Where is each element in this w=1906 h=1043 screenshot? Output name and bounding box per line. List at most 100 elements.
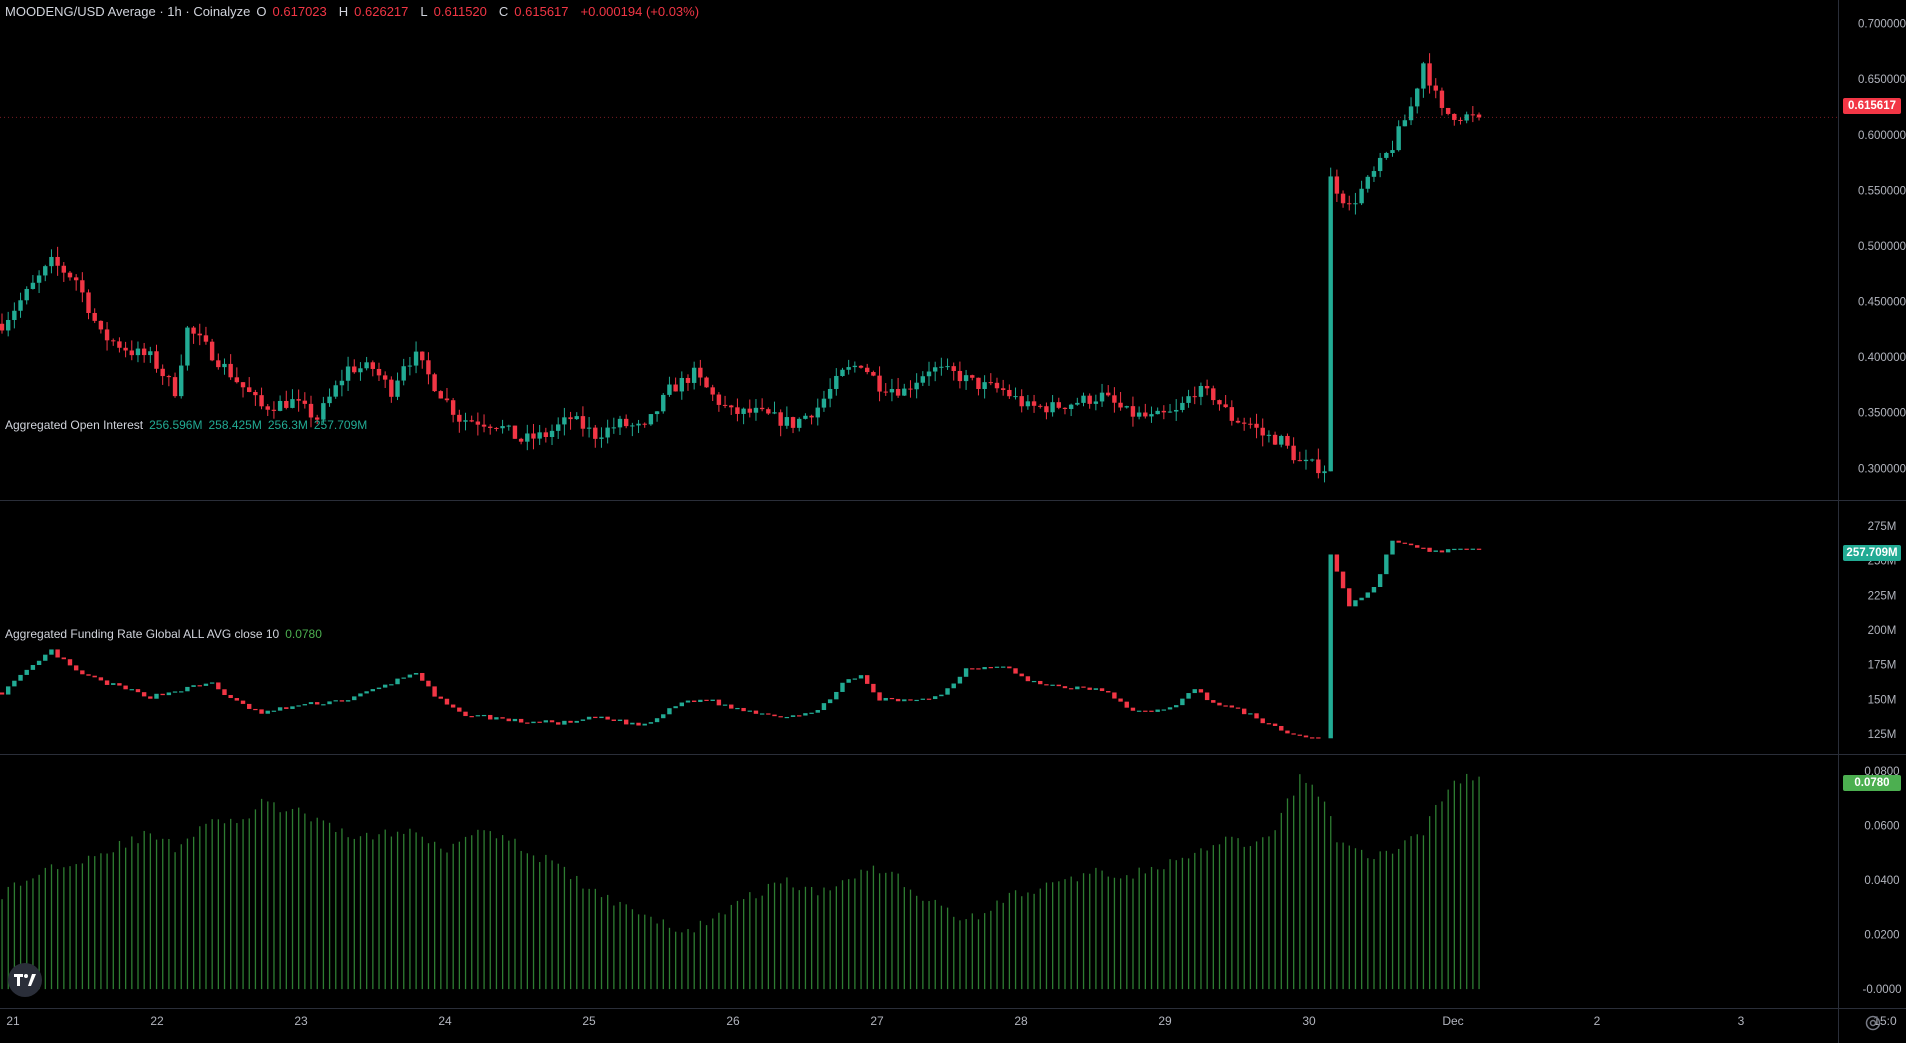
funding-bar — [631, 909, 634, 990]
funding-bar — [637, 914, 640, 990]
price-candle — [420, 351, 425, 361]
price-candle — [36, 275, 42, 283]
funding-bar — [582, 888, 584, 990]
oi-candle — [302, 704, 308, 706]
price-candle — [846, 367, 851, 370]
funding-bar — [118, 840, 121, 990]
oi-candle — [104, 680, 110, 685]
oi-candle — [747, 710, 752, 712]
oi-candle — [129, 689, 134, 691]
oi-candle — [5, 686, 11, 695]
price-candle — [172, 377, 178, 397]
funding-bar — [1138, 867, 1140, 990]
funding-bar — [199, 826, 201, 990]
oi-candle — [932, 696, 938, 700]
oi-candle — [67, 659, 73, 666]
tradingview-logo-icon[interactable] — [8, 963, 42, 997]
price-candle — [123, 347, 128, 351]
price-candle — [586, 427, 592, 429]
oi-candle — [556, 722, 561, 725]
funding-bar — [1416, 834, 1418, 990]
oi-candle — [518, 718, 524, 723]
funding-bar — [724, 914, 726, 990]
funding-bar — [260, 798, 263, 990]
funding-bar — [112, 852, 114, 990]
ohlc-close-label: C — [498, 4, 509, 19]
price-candle — [450, 400, 456, 415]
funding-bar — [477, 829, 479, 990]
price-candle — [1359, 188, 1364, 204]
price-candle — [475, 421, 481, 425]
gear-icon[interactable] — [1863, 1013, 1883, 1033]
oi-candle — [1439, 550, 1445, 553]
price-candle — [976, 377, 981, 389]
funding-bar — [1262, 837, 1264, 990]
funding-bar — [1317, 796, 1320, 990]
oi-candle — [481, 714, 487, 717]
funding-bar — [539, 862, 541, 990]
oi-candle — [1279, 725, 1284, 731]
price-candle — [982, 382, 987, 389]
oi-candle — [1118, 698, 1123, 702]
oi-candle — [370, 689, 375, 692]
oi-candle — [630, 722, 635, 725]
oi-candle — [1427, 547, 1432, 552]
price-candle — [932, 367, 938, 372]
y-tick-label: 175M — [1868, 660, 1897, 672]
oi-legend-title[interactable]: Aggregated Open Interest — [5, 418, 144, 432]
funding-bar — [675, 931, 677, 990]
oi-candle — [716, 699, 722, 706]
oi-candle — [191, 685, 196, 687]
oi-candle — [1291, 733, 1296, 735]
oi-candle — [1112, 692, 1117, 699]
price-candle — [741, 408, 746, 414]
price-candle — [197, 333, 202, 336]
price-candle — [858, 365, 864, 368]
funding-bar — [1237, 838, 1239, 990]
funding-bar — [316, 817, 318, 990]
oi-candle — [265, 710, 270, 714]
funding-bar — [50, 864, 53, 990]
funding-bar — [279, 812, 281, 990]
funding-bar — [557, 863, 559, 990]
funding-bar — [483, 830, 485, 990]
oi-candle — [463, 711, 468, 717]
price-candle — [753, 407, 759, 413]
oi-candle — [994, 666, 1000, 668]
oi-candle — [1316, 737, 1321, 739]
funding-bar — [1410, 836, 1412, 990]
price-candle — [166, 376, 172, 378]
funding-bar — [174, 852, 176, 990]
price-candle — [1390, 150, 1395, 153]
oi-candle — [438, 696, 443, 699]
price-candle — [871, 372, 876, 376]
funding-bar — [866, 870, 868, 990]
oi-candle — [951, 683, 956, 689]
funding-legend-title[interactable]: Aggregated Funding Rate Global ALL AVG c… — [5, 627, 280, 641]
price-candle — [1136, 412, 1142, 417]
price-candle — [1433, 85, 1438, 91]
price-candle — [908, 388, 913, 390]
funding-bar — [1169, 859, 1171, 990]
price-candle — [710, 387, 715, 395]
oi-candle — [1124, 701, 1129, 708]
oi-candle — [605, 716, 610, 720]
oi-candle — [49, 649, 54, 655]
funding-bar — [1101, 870, 1103, 990]
price-candle — [209, 341, 215, 361]
price-candle — [778, 412, 783, 426]
oi-candle — [586, 716, 592, 720]
y-tick-label: 200M — [1868, 625, 1897, 637]
funding-bar — [1299, 774, 1301, 990]
oi-candle — [710, 699, 715, 701]
funding-bar — [1157, 869, 1159, 990]
price-candle — [253, 391, 258, 396]
oi-candle — [673, 706, 678, 709]
funding-bar — [1076, 881, 1079, 990]
funding-bar — [409, 828, 411, 990]
symbol-title[interactable]: MOODENG/USD Average · 1h · Coinalyze — [5, 4, 251, 19]
price-candle — [994, 382, 1000, 389]
oi-candle — [1470, 548, 1476, 550]
